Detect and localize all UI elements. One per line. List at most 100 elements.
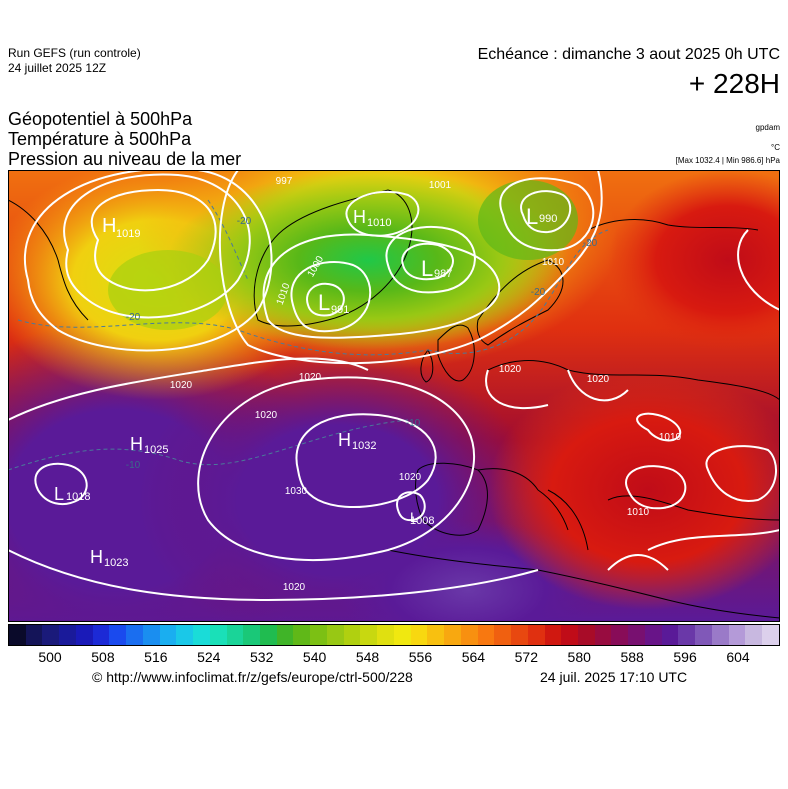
colorbar-swatch (745, 625, 763, 645)
colorbar-swatch (444, 625, 461, 645)
colorbar-swatch (326, 625, 344, 645)
colorbar-swatch (276, 625, 294, 645)
colorbar-swatch (661, 625, 679, 645)
colorbar-swatch (410, 625, 428, 645)
colorbar-tick: 500 (38, 649, 62, 665)
colorbar-swatch (695, 625, 712, 645)
svg-text:1010: 1010 (367, 217, 391, 229)
isobar-label: 1010 (627, 507, 650, 518)
svg-text:987: 987 (434, 268, 452, 280)
isobar-label: 1030 (285, 486, 308, 497)
svg-text:L: L (318, 290, 330, 315)
colorbar-swatch (75, 625, 93, 645)
colorbar-swatch (628, 625, 645, 645)
run-date: 24 juillet 2025 12Z (8, 61, 107, 75)
colorbar-swatch (42, 625, 60, 645)
isobar-label: 1020 (499, 364, 522, 375)
svg-text:1018: 1018 (66, 491, 90, 503)
colorbar-swatch (92, 625, 110, 645)
colorbar-tick: 572 (514, 649, 538, 665)
pressure-center: H 1010 (353, 207, 391, 229)
isotherm-label: -20 (237, 216, 252, 227)
colorbar-swatch (728, 625, 746, 645)
param-pressure: Pression au niveau de la mer (8, 149, 242, 169)
colorbar-swatch (511, 625, 528, 645)
svg-text:L: L (526, 204, 538, 229)
colorbar-tick: 532 (250, 649, 274, 665)
isobar-label: 1010 (659, 432, 682, 443)
colorbar-tick: 508 (91, 649, 115, 665)
colorbar-swatch (310, 625, 327, 645)
colorbar-tick: 564 (461, 649, 486, 665)
colorbar-swatch (260, 625, 277, 645)
isobar-label: 1001 (429, 180, 452, 191)
pressure-range: [Max 1032.4 | Min 986.6] hPa (675, 156, 780, 165)
colorbar-tick: 604 (726, 649, 750, 665)
colorbar-swatch (226, 625, 244, 645)
isotherm-label: -10 (126, 460, 141, 471)
colorbar-swatch (477, 625, 495, 645)
isotherm-label: -20 (126, 312, 141, 323)
svg-text:1025: 1025 (144, 444, 168, 456)
pressure-center: H 1032 (338, 430, 376, 452)
colorbar-swatch (594, 625, 612, 645)
pressure-center: L 990 (526, 204, 557, 229)
lead-time: + 228H (688, 68, 780, 99)
colorbar-swatch (126, 625, 143, 645)
svg-text:H: H (338, 430, 351, 450)
svg-text:1032: 1032 (352, 440, 376, 452)
colorbar-swatch (561, 625, 578, 645)
colorbar-tick-labels: 500 508 516 524 532 540 548 556 564 572 580 588 596 6… (8, 649, 780, 667)
colorbar-swatch (644, 625, 662, 645)
pressure-center: L 987 (421, 256, 452, 281)
valid-time: Echéance : dimanche 3 aout 2025 0h UTC (477, 46, 780, 63)
colorbar-swatch (393, 625, 411, 645)
isobar-label: 1020 (587, 374, 610, 385)
svg-text:990: 990 (539, 213, 557, 225)
colorbar-swatch (293, 625, 311, 645)
colorbar-tick: 580 (567, 649, 591, 665)
weather-map: 997 1001 1000 1010 1020 1020 1020 1020 1… (8, 170, 780, 622)
colorbar-swatch (59, 625, 76, 645)
svg-text:1008: 1008 (410, 515, 434, 527)
svg-text:H: H (353, 207, 366, 227)
colorbar-tick: 516 (144, 649, 168, 665)
isobar-label: 1020 (170, 380, 193, 391)
svg-text:H: H (102, 215, 116, 237)
colorbar-swatch (762, 625, 779, 645)
colorbar-swatch (527, 625, 545, 645)
colorbar-swatch (343, 625, 361, 645)
unit-temperature: °C (771, 143, 780, 152)
svg-text:1019: 1019 (116, 228, 140, 240)
isobar-label: 1020 (255, 410, 278, 421)
colorbar-swatch (159, 625, 177, 645)
colorbar-swatch (25, 625, 43, 645)
isotherm-label: -20 (531, 287, 546, 298)
colorbar-tick: 540 (302, 649, 327, 665)
colorbar-tick: 524 (197, 649, 221, 665)
colorbar-swatch (678, 625, 696, 645)
isobar-label: 997 (276, 176, 293, 187)
colorbar-swatch (711, 625, 729, 645)
colorbar-swatch (109, 625, 127, 645)
isobar-label: 1020 (283, 582, 306, 593)
colorbar-swatch (460, 625, 478, 645)
colorbar-swatch (360, 625, 378, 645)
colorbar-tick: 588 (620, 649, 644, 665)
colorbar-tick: 556 (408, 649, 433, 665)
isotherm-label: -10 (406, 418, 421, 429)
source-credit[interactable]: © http://www.infoclimat.fr/z/gefs/europe… (92, 669, 413, 685)
pressure-center: H 1025 (130, 434, 168, 456)
param-geopotential: Géopotentiel à 500hPa (8, 109, 193, 129)
colorbar-swatch (577, 625, 595, 645)
svg-text:991: 991 (331, 304, 349, 316)
colorbar-swatch (377, 625, 394, 645)
colorbar-swatch (209, 625, 227, 645)
colorbar (8, 624, 780, 646)
colorbar-swatch (193, 625, 210, 645)
svg-text:L: L (54, 484, 64, 504)
isobar-label: 1010 (542, 257, 565, 268)
svg-text:L: L (410, 509, 418, 525)
colorbar-tick: 596 (673, 649, 697, 665)
colorbar-swatch (176, 625, 194, 645)
